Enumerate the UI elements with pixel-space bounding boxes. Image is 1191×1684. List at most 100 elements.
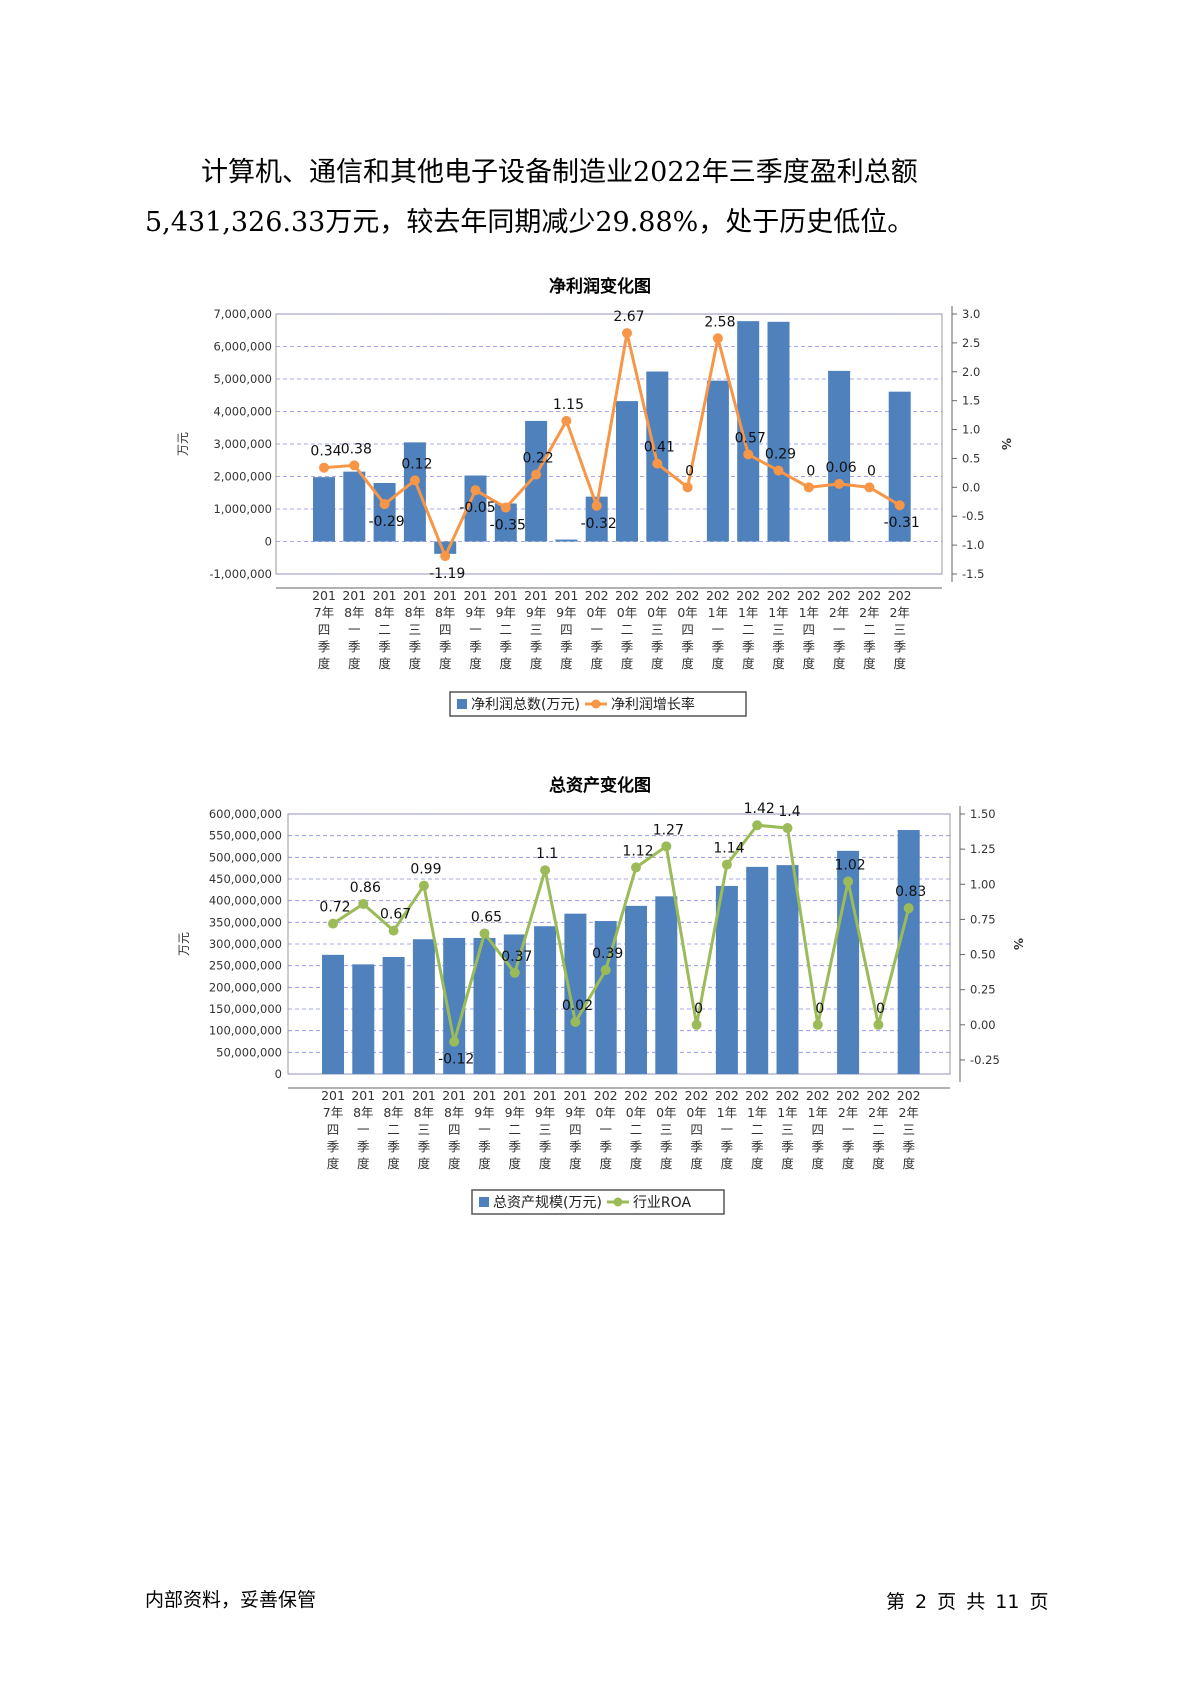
y2-tick-label: 1.0 — [962, 423, 980, 437]
x-tick-label-15: 202 1年三季度 — [776, 1088, 800, 1171]
line-point-1 — [349, 460, 360, 471]
y-axis-title: 万元 — [176, 432, 190, 456]
y-tick-label: 450,000,000 — [209, 872, 282, 886]
data-label-2: -0.29 — [368, 514, 404, 530]
y-tick-label: 0 — [275, 1067, 282, 1081]
line-point-7 — [540, 865, 551, 876]
line-point-7 — [531, 469, 542, 480]
data-label-0: 0.72 — [319, 900, 350, 916]
y-tick-label: 6,000,000 — [213, 340, 272, 354]
y-tick-label: 0 — [265, 535, 272, 549]
line-point-8 — [570, 1017, 581, 1027]
line-point-15 — [782, 823, 793, 834]
footer-page-number: 第 2 页 共 11 页 — [886, 1591, 1049, 1613]
line-point-19 — [903, 903, 914, 914]
line-point-19 — [894, 500, 905, 511]
data-label-11: 1.27 — [653, 822, 684, 838]
line-point-14 — [752, 820, 763, 831]
y-tick-label: 5,000,000 — [213, 372, 272, 386]
data-label-6: 0.37 — [501, 949, 532, 965]
bar-10 — [616, 401, 638, 542]
x-tick-label-19: 202 2年三季度 — [888, 588, 912, 671]
summary-line-2: 5,431,326.33万元，较去年同期减少29.88%，处于历史低位。 — [145, 207, 915, 238]
data-label-4: -1.19 — [429, 566, 465, 582]
line-point-11 — [661, 841, 672, 852]
x-tick-label-0: 201 7年四季度 — [321, 1088, 345, 1171]
legend-bar-label: 净利润总数(万元) — [471, 697, 580, 713]
x-tick-label-16: 202 1年四季度 — [797, 588, 821, 671]
y-tick-label: 3,000,000 — [213, 437, 272, 451]
line-point-18 — [873, 1019, 884, 1030]
data-label-12: 0 — [685, 463, 694, 479]
legend-bar-swatch — [457, 699, 467, 709]
chart-2-title: 总资产变化图 — [549, 776, 651, 796]
y2-tick-label: -1.5 — [962, 567, 984, 581]
bar-9 — [594, 921, 617, 1074]
bar-17 — [828, 370, 851, 542]
data-label-7: 0.22 — [523, 451, 554, 467]
summary-line-1: 计算机、通信和其他电子设备制造业2022年三季度盈利总额 — [201, 157, 918, 188]
data-label-3: 0.99 — [410, 862, 441, 878]
y2-tick-label: -0.25 — [970, 1053, 1000, 1067]
x-tick-label-7: 201 9年三季度 — [533, 1088, 557, 1171]
bar-11 — [646, 371, 669, 542]
data-label-0: 0.34 — [310, 444, 341, 460]
x-tick-label-11: 202 0年三季度 — [645, 588, 669, 671]
data-label-3: 0.12 — [401, 456, 432, 472]
bar-3 — [403, 442, 426, 542]
data-label-15: 0.29 — [765, 447, 796, 463]
x-tick-label-15: 202 1年三季度 — [767, 588, 791, 671]
y-tick-label: 600,000,000 — [209, 807, 282, 821]
data-label-16: 0 — [815, 1001, 824, 1017]
data-label-7: 1.1 — [536, 846, 558, 862]
bar-19 — [897, 830, 920, 1074]
x-tick-label-12: 202 0年四季度 — [685, 1088, 709, 1171]
line-point-11 — [652, 458, 663, 469]
line-point-10 — [631, 862, 641, 873]
line-point-17 — [834, 478, 845, 489]
data-label-5: 0.65 — [471, 909, 502, 925]
line-point-14 — [743, 449, 754, 460]
line-point-10 — [622, 328, 632, 339]
x-tick-label-14: 202 1年二季度 — [745, 1088, 769, 1171]
line-point-9 — [591, 500, 602, 511]
data-label-4: -0.12 — [438, 1052, 474, 1068]
legend-line-label: 净利润增长率 — [611, 696, 695, 713]
bar-7 — [534, 926, 557, 1074]
x-tick-label-9: 202 0年一季度 — [594, 1088, 618, 1171]
x-tick-label-13: 202 1年一季度 — [715, 1088, 739, 1171]
line-point-2 — [388, 925, 399, 936]
bar-0 — [322, 954, 344, 1074]
bar-1 — [343, 471, 366, 542]
bar-9 — [585, 496, 608, 542]
x-tick-label-6: 201 9年二季度 — [503, 1088, 527, 1171]
data-label-6: -0.35 — [490, 518, 526, 534]
y-tick-label: 400,000,000 — [209, 894, 282, 908]
y2-axis-title: % — [999, 438, 1013, 450]
y-tick-label: 100,000,000 — [209, 1024, 282, 1038]
line-point-16 — [803, 482, 814, 493]
data-label-17: 0.06 — [826, 460, 857, 476]
x-tick-label-18: 202 2年二季度 — [857, 588, 881, 671]
x-tick-label-5: 201 9年一季度 — [464, 588, 488, 671]
data-label-19: -0.31 — [884, 515, 920, 531]
line-point-5 — [470, 485, 481, 496]
x-tick-label-3: 201 8年三季度 — [403, 588, 427, 671]
y2-tick-label: 2.0 — [962, 365, 980, 379]
bar-0 — [313, 477, 335, 542]
x-tick-label-2: 201 8年二季度 — [382, 1088, 406, 1171]
x-tick-label-7: 201 9年三季度 — [524, 588, 548, 671]
data-label-16: 0 — [806, 463, 815, 479]
y-tick-label: 4,000,000 — [213, 405, 272, 419]
x-tick-label-11: 202 0年三季度 — [654, 1088, 678, 1171]
data-label-5: -0.05 — [459, 500, 495, 516]
y-tick-label: 250,000,000 — [209, 959, 282, 973]
y2-tick-label: -1.0 — [962, 538, 984, 552]
bar-3 — [412, 939, 435, 1074]
x-tick-label-16: 202 1年四季度 — [806, 1088, 830, 1171]
y-tick-label: 50,000,000 — [216, 1045, 282, 1059]
y2-tick-label: 0.25 — [970, 983, 996, 997]
chart-1-title: 净利润变化图 — [549, 277, 651, 297]
bar-8 — [564, 913, 587, 1074]
line-point-2 — [379, 499, 390, 510]
